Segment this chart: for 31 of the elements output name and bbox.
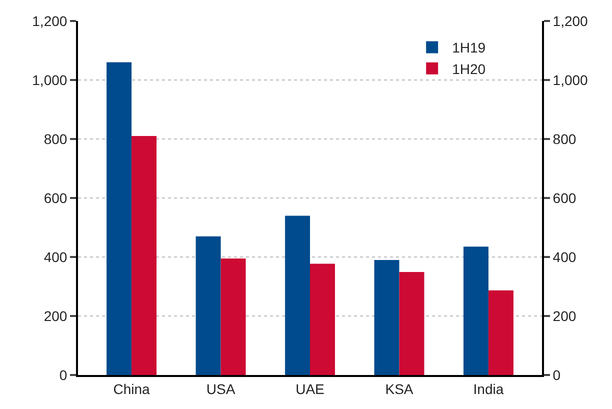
x-tick-label: UAE bbox=[296, 380, 324, 397]
y-tick-label: 1,000 bbox=[32, 72, 68, 88]
legend-label: 1H19 bbox=[452, 40, 486, 56]
bar bbox=[285, 216, 310, 375]
bar bbox=[374, 260, 400, 375]
y-tick-label: 200 bbox=[44, 308, 68, 324]
y-tick-label: 800 bbox=[44, 130, 68, 147]
y2-tick-label: 200 bbox=[552, 308, 576, 324]
y2-tick-label: 0 bbox=[552, 366, 561, 383]
bar bbox=[463, 246, 488, 375]
bar bbox=[106, 62, 132, 375]
y2-tick-label: 1,000 bbox=[552, 72, 588, 88]
y2-tick-label: 600 bbox=[552, 190, 576, 206]
x-tick-label: USA bbox=[206, 380, 236, 397]
bar bbox=[399, 272, 424, 375]
bar bbox=[488, 290, 514, 375]
y-tick-label: 400 bbox=[44, 248, 68, 265]
y-tick-label: 1,200 bbox=[32, 12, 68, 29]
y-tick-label: 0 bbox=[59, 366, 68, 383]
bar bbox=[132, 136, 157, 375]
x-tick-label: KSA bbox=[385, 380, 414, 397]
legend-label: 1H20 bbox=[452, 60, 486, 77]
y2-tick-label: 800 bbox=[552, 130, 576, 147]
x-tick-label: China bbox=[113, 380, 150, 397]
bar bbox=[310, 264, 335, 375]
y2-tick-label: 1,200 bbox=[552, 12, 588, 29]
x-tick-label: India bbox=[473, 380, 504, 397]
y2-tick-label: 400 bbox=[552, 248, 576, 265]
bar bbox=[196, 236, 221, 375]
y-tick-label: 600 bbox=[44, 190, 68, 206]
bar bbox=[220, 258, 246, 375]
